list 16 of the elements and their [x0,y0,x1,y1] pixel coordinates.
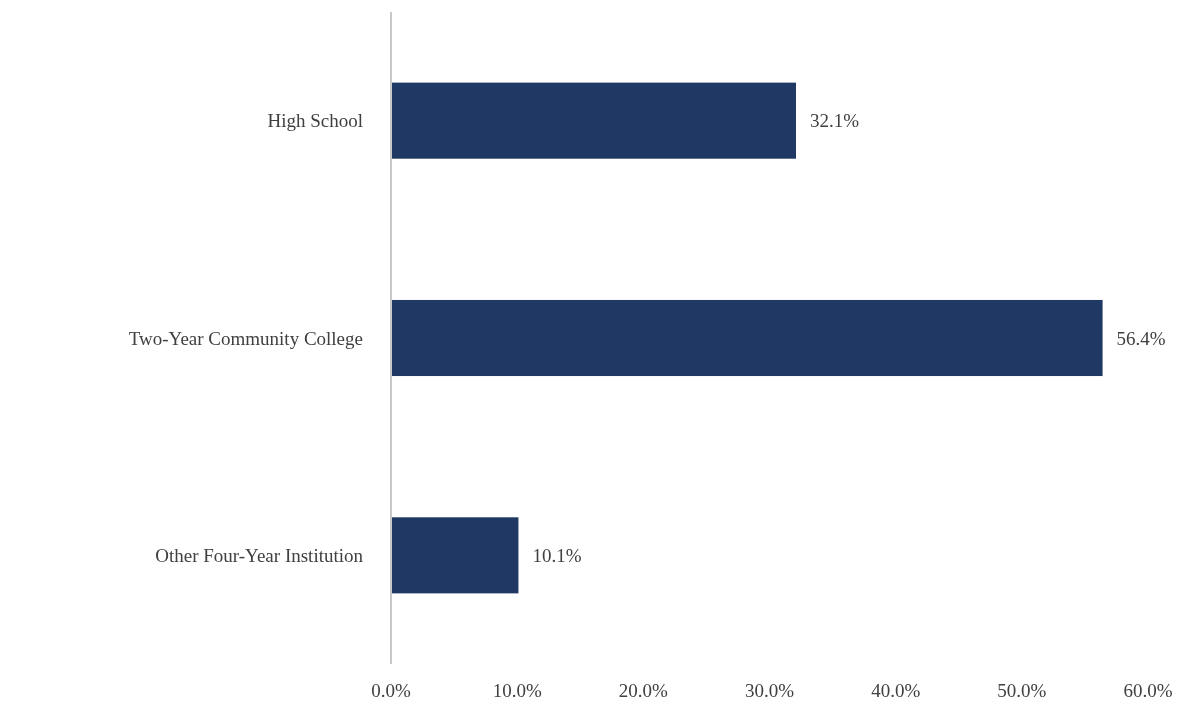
data-label: 56.4% [1116,327,1166,349]
y-tick-label: Two-Year Community College [128,327,363,349]
data-label: 32.1% [809,110,860,132]
y-tick-label: Other Four-Year Institution [155,544,364,566]
x-tick-label: 30.0% [744,680,795,701]
x-tick-label: 40.0% [871,680,921,701]
bar [391,299,1103,377]
x-tick-label: 10.0% [492,680,542,701]
x-tick-label: 60.0% [1123,680,1173,701]
bar [391,517,519,594]
data-label: 10.1% [532,544,582,566]
x-tick-label: 50.0% [997,680,1047,701]
x-tick-label: 20.0% [618,680,669,701]
bar [391,82,796,159]
x-tick-label: 0.0% [371,680,411,701]
y-tick-label: High School [267,110,363,132]
